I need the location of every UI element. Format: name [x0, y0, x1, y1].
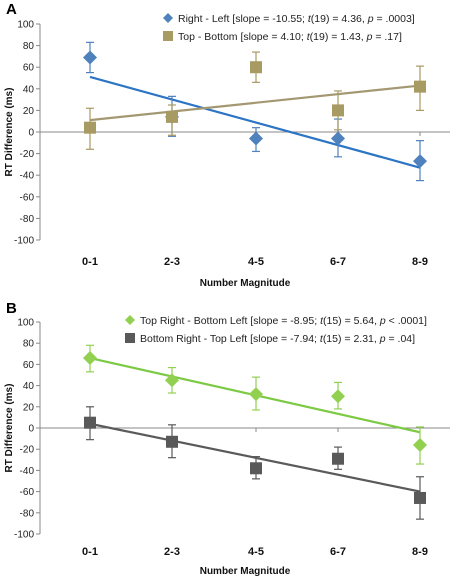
y-tick-label: -100	[14, 236, 34, 247]
y-tick-label: 20	[23, 402, 35, 413]
data-point	[249, 131, 263, 146]
data-point	[414, 491, 426, 504]
series-2: Top - Bottom [slope = 4.10; t(19) = 1.43…	[84, 31, 426, 150]
panel-label: B	[6, 300, 17, 317]
x-tick-label: 0-1	[82, 256, 98, 268]
data-point	[249, 387, 263, 402]
data-point	[413, 437, 427, 452]
legend-stats-part: (19) = 1.43,	[310, 31, 367, 43]
data-point	[166, 110, 178, 123]
y-tick-label: -40	[20, 171, 35, 182]
y-tick-label: 0	[28, 424, 34, 435]
legend-stats-part: t	[307, 31, 311, 43]
x-tick-label: 8-9	[412, 546, 428, 558]
y-tick-label: 40	[23, 381, 35, 392]
data-point	[83, 50, 97, 65]
x-tick-label: 4-5	[248, 256, 264, 268]
legend-stats-part: p	[379, 333, 386, 345]
y-tick-label: -40	[20, 466, 35, 477]
data-point	[250, 462, 262, 475]
legend-stats-part: = .17]	[372, 31, 402, 43]
x-axis-label: Number Magnitude	[200, 566, 291, 577]
y-tick-label: -60	[20, 487, 35, 498]
y-tick-label: 60	[23, 360, 35, 371]
legend-stats-part: t	[308, 13, 312, 25]
legend-entry: Top - Bottom [slope = 4.10; t(19) = 1.43…	[178, 31, 402, 43]
legend-stats-part: (19) = 4.36,	[311, 13, 368, 25]
legend-stats-part: [slope = 4.10;	[240, 31, 306, 43]
x-tick-label: 2-3	[164, 546, 180, 558]
series-2: Bottom Right - Top Left [slope = -7.94; …	[84, 333, 426, 520]
y-axis-label: RT Difference (ms)	[4, 384, 15, 473]
series-1: Top Right - Bottom Left [slope = -8.95; …	[83, 315, 427, 465]
legend-stats-part: = .0003]	[374, 13, 415, 25]
y-tick-label: 40	[23, 84, 35, 95]
data-point	[166, 435, 178, 448]
x-tick-label: 0-1	[82, 546, 98, 558]
x-tick-label: 6-7	[330, 256, 346, 268]
legend-stats-part: p	[379, 315, 386, 327]
y-tick-label: -20	[20, 149, 35, 160]
x-axis-label: Number Magnitude	[200, 278, 291, 289]
data-point	[331, 131, 345, 146]
legend-stats-part: [slope = -10.55;	[232, 13, 308, 25]
y-tick-label: -60	[20, 192, 35, 203]
legend-series-name: Top Right - Bottom Left	[140, 315, 250, 327]
y-tick-label: 0	[28, 128, 34, 139]
legend-entry: Bottom Right - Top Left [slope = -7.94; …	[140, 333, 415, 345]
data-point	[414, 80, 426, 93]
panel-label: A	[6, 1, 17, 18]
x-tick-label: 2-3	[164, 256, 180, 268]
data-point	[413, 154, 427, 169]
data-point	[332, 104, 344, 117]
trend-line	[89, 75, 421, 169]
x-tick-label: 6-7	[330, 546, 346, 558]
legend-entry: Right - Left [slope = -10.55; t(19) = 4.…	[178, 13, 415, 25]
data-point	[84, 416, 96, 429]
legend-stats-part: p	[367, 13, 374, 25]
data-point	[165, 373, 179, 388]
legend-series-name: Right - Left	[178, 13, 232, 25]
data-point	[331, 389, 345, 404]
y-tick-label: 80	[23, 339, 35, 350]
legend-stats-part: p	[366, 31, 373, 43]
trend-line	[89, 422, 421, 493]
y-tick-label: 100	[17, 318, 34, 329]
data-point	[250, 61, 262, 74]
y-tick-label: -100	[14, 530, 34, 541]
y-tick-label: 80	[23, 41, 35, 52]
y-tick-label: 60	[23, 63, 35, 74]
y-tick-label: -20	[20, 445, 35, 456]
data-point	[332, 452, 344, 465]
legend-stats-part: [slope = -8.95;	[250, 315, 320, 327]
y-tick-label: 100	[17, 20, 34, 31]
legend-marker	[163, 31, 173, 41]
y-tick-label: -80	[20, 508, 35, 519]
legend-stats-part: (15) = 5.64,	[323, 315, 380, 327]
x-tick-label: 4-5	[248, 546, 264, 558]
legend-series-name: Top - Bottom	[178, 31, 240, 43]
x-tick-label: 8-9	[412, 256, 428, 268]
y-tick-label: -80	[20, 214, 35, 225]
y-axis-label: RT Difference (ms)	[4, 88, 15, 177]
data-point	[84, 121, 96, 134]
legend-stats-part: [slope = -7.94;	[250, 333, 320, 345]
trend-line	[89, 84, 421, 122]
legend-stats-part: (15) = 2.31,	[323, 333, 380, 345]
legend-stats-part: = .04]	[386, 333, 416, 345]
y-tick-label: 20	[23, 106, 35, 117]
legend-series-name: Bottom Right - Top Left	[140, 333, 250, 345]
data-point	[83, 351, 97, 366]
legend-entry: Top Right - Bottom Left [slope = -8.95; …	[140, 315, 427, 327]
legend-marker	[163, 13, 173, 23]
legend-stats-part: t	[320, 333, 324, 345]
legend-stats-part: < .0001]	[386, 315, 427, 327]
legend-marker	[125, 333, 135, 343]
legend-stats-part: t	[320, 315, 324, 327]
legend-marker	[125, 315, 135, 325]
